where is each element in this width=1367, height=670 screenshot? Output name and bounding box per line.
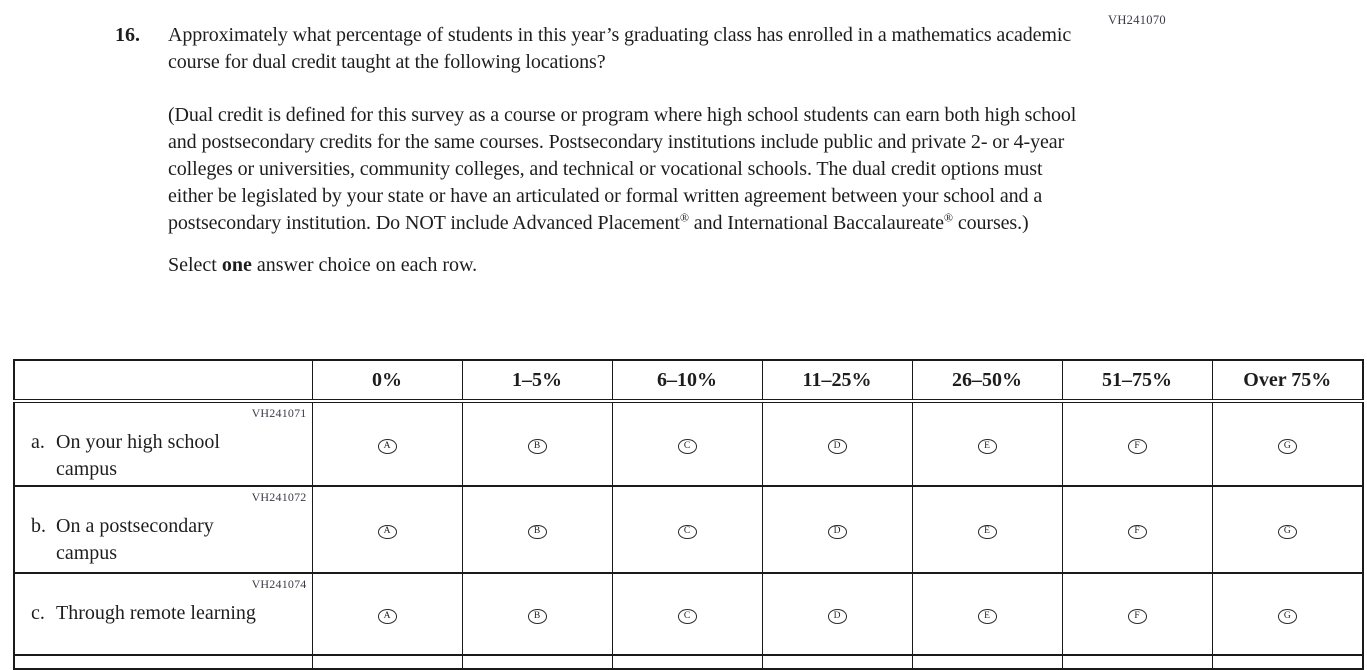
- option-cell: B: [461, 485, 612, 573]
- answer-bubble-b-G[interactable]: G: [1277, 524, 1297, 539]
- row-label-a: a. On your high school campus: [15, 403, 312, 483]
- row-text-a: On your high school campus: [56, 431, 220, 480]
- row-label-b: b. On a postsecondary campus: [15, 487, 312, 567]
- answer-bubble-c-G[interactable]: G: [1277, 609, 1297, 624]
- answer-bubble-a-D[interactable]: D: [827, 439, 847, 454]
- answer-bubble-a-B[interactable]: B: [527, 439, 547, 454]
- column-header-0pct: 0%: [311, 360, 462, 403]
- option-cell: G: [1211, 400, 1363, 486]
- answer-bubble-b-A[interactable]: A: [377, 524, 397, 539]
- answer-bubble-a-E[interactable]: E: [977, 439, 997, 454]
- item-code-a: VH241071: [251, 406, 307, 420]
- option-cell: F: [1061, 400, 1212, 486]
- registered-mark-icon: ®: [679, 210, 689, 225]
- answer-bubble-c-F[interactable]: F: [1127, 609, 1147, 624]
- instruction-bold: one: [221, 254, 252, 276]
- column-header-51-75pct: 51–75%: [1061, 360, 1212, 403]
- answer-bubble-c-D[interactable]: D: [827, 609, 847, 624]
- form-code: VH241070: [1108, 13, 1166, 27]
- answer-bubble-a-C[interactable]: C: [677, 439, 697, 454]
- cropped-cell: [461, 654, 612, 669]
- answer-bubble-c-C[interactable]: C: [677, 609, 697, 624]
- question-text: Approximately what percentage of student…: [168, 24, 1072, 73]
- option-cell: D: [761, 400, 912, 486]
- row-label-cell-a: VH241071 a. On your high school campus: [14, 400, 312, 486]
- response-matrix-table: 0% 1–5% 6–10% 11–25% 26–50% 51–75% Over …: [13, 359, 1364, 670]
- option-cell: D: [761, 572, 912, 655]
- row-text-c: Through remote learning: [56, 602, 256, 624]
- table-row-b: VH241072 b. On a postsecondary campus A …: [14, 485, 1363, 573]
- answer-bubble-c-A[interactable]: A: [377, 609, 397, 624]
- option-cell: C: [611, 400, 762, 486]
- option-cell: E: [911, 485, 1062, 573]
- cropped-cell: [761, 654, 912, 669]
- header-row: 0% 1–5% 6–10% 11–25% 26–50% 51–75% Over …: [14, 360, 1363, 403]
- column-header-11-25pct: 11–25%: [761, 360, 912, 403]
- row-letter-a: a.: [31, 431, 45, 453]
- row-label-cell-c: VH241074 c. Through remote learning: [14, 572, 312, 655]
- option-cell: C: [611, 485, 762, 573]
- item-code-c: VH241074: [251, 577, 307, 591]
- column-header-6-10pct: 6–10%: [611, 360, 762, 403]
- header-empty-cell: [14, 360, 312, 403]
- registered-mark-icon: ®: [943, 210, 953, 225]
- answer-bubble-a-A[interactable]: A: [377, 439, 397, 454]
- answer-bubble-a-G[interactable]: G: [1277, 439, 1297, 454]
- option-cell: A: [311, 400, 462, 486]
- cropped-cell: [311, 654, 462, 669]
- option-cell: A: [311, 572, 462, 655]
- question-body: Approximately what percentage of student…: [168, 22, 1078, 279]
- definition-part3: courses.): [952, 212, 1029, 234]
- row-letter-c: c.: [31, 602, 45, 624]
- option-cell: F: [1061, 572, 1212, 655]
- cropped-next-row: [14, 654, 1363, 669]
- item-code-b: VH241072: [251, 490, 307, 504]
- cropped-cell: [911, 654, 1062, 669]
- row-label-c: c. Through remote learning: [15, 574, 312, 627]
- column-header-over-75pct: Over 75%: [1211, 360, 1363, 403]
- answer-bubble-b-F[interactable]: F: [1127, 524, 1147, 539]
- option-cell: B: [461, 400, 612, 486]
- option-cell: E: [911, 400, 1062, 486]
- answer-bubble-b-B[interactable]: B: [527, 524, 547, 539]
- cropped-cell: [1061, 654, 1212, 669]
- instruction-suffix: answer choice on each row.: [251, 254, 478, 276]
- column-header-26-50pct: 26–50%: [911, 360, 1062, 403]
- definition-part1: (Dual credit is defined for this survey …: [168, 104, 1077, 234]
- question-definition: (Dual credit is defined for this survey …: [168, 102, 1078, 237]
- cropped-cell: [14, 654, 312, 669]
- row-text-b: On a postsecondary campus: [56, 515, 214, 564]
- table-row-a: VH241071 a. On your high school campus A…: [14, 400, 1363, 486]
- option-cell: C: [611, 572, 762, 655]
- row-letter-b: b.: [31, 515, 46, 537]
- column-header-1-5pct: 1–5%: [461, 360, 612, 403]
- table-row-c: VH241074 c. Through remote learning A B …: [14, 572, 1363, 655]
- answer-bubble-c-E[interactable]: E: [977, 609, 997, 624]
- option-cell: D: [761, 485, 912, 573]
- answer-bubble-c-B[interactable]: B: [527, 609, 547, 624]
- option-cell: G: [1211, 572, 1363, 655]
- answer-bubble-b-D[interactable]: D: [827, 524, 847, 539]
- question-16: 16. Approximately what percentage of stu…: [115, 22, 1080, 279]
- cropped-cell: [1211, 654, 1363, 669]
- option-cell: G: [1211, 485, 1363, 573]
- option-cell: E: [911, 572, 1062, 655]
- answer-bubble-a-F[interactable]: F: [1127, 439, 1147, 454]
- cropped-cell: [611, 654, 762, 669]
- answer-bubble-b-C[interactable]: C: [677, 524, 697, 539]
- answer-bubble-b-E[interactable]: E: [977, 524, 997, 539]
- option-cell: F: [1061, 485, 1212, 573]
- instruction-prefix: Select: [168, 254, 222, 276]
- definition-part2: and International Baccalaureate: [688, 212, 944, 234]
- question-number: 16.: [115, 24, 140, 46]
- option-cell: B: [461, 572, 612, 655]
- row-label-cell-b: VH241072 b. On a postsecondary campus: [14, 485, 312, 573]
- question-instruction: Select one answer choice on each row.: [168, 252, 1078, 279]
- option-cell: A: [311, 485, 462, 573]
